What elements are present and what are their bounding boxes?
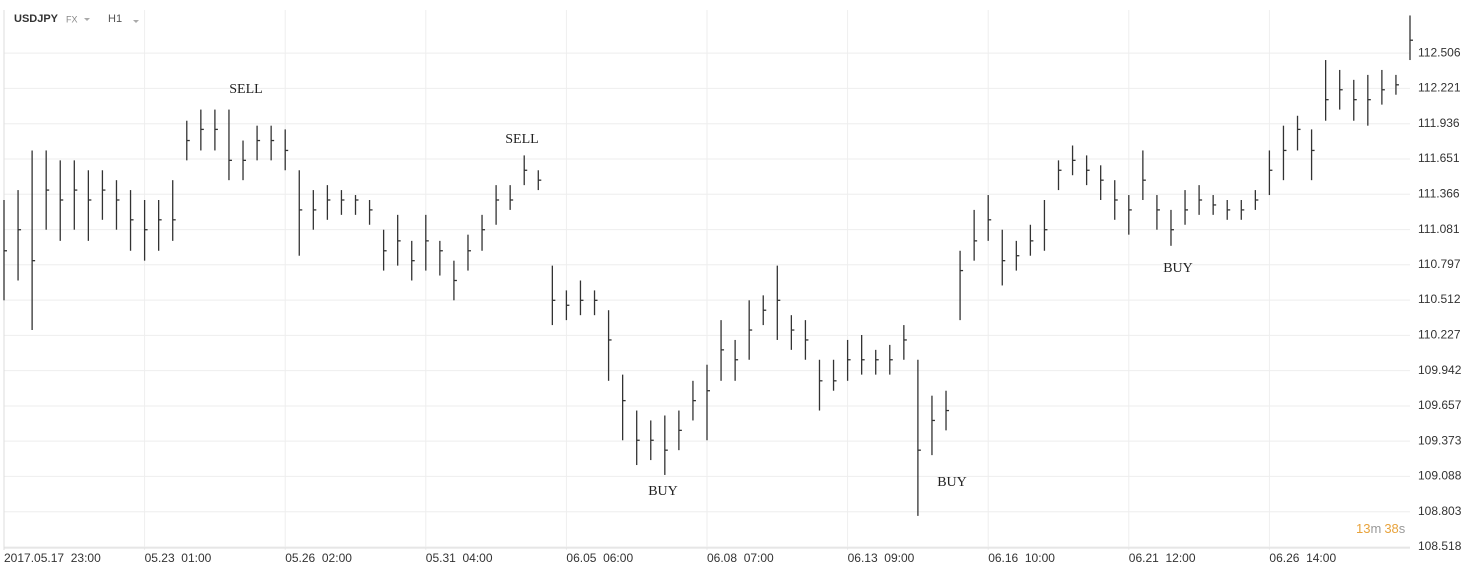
dropdown-arrow[interactable] — [133, 20, 139, 23]
annotation: SELL — [505, 132, 538, 147]
timeframe[interactable]: H1 — [108, 13, 122, 25]
x-tick-label: 06.08 07:00 — [707, 551, 774, 565]
y-tick-label: 110.227 — [1418, 328, 1461, 342]
y-tick-label: 110.512 — [1418, 292, 1461, 306]
timer: 13m 38s — [1356, 521, 1406, 536]
y-tick-label: 111.081 — [1418, 222, 1460, 236]
annotation: BUY — [937, 475, 967, 490]
timer-seconds: 38 — [1384, 521, 1398, 536]
y-tick-label: 109.088 — [1418, 469, 1462, 483]
y-tick-label: 112.506 — [1418, 45, 1461, 59]
annotation: SELL — [229, 82, 262, 97]
x-tick-label: 06.13 09:00 — [848, 551, 915, 565]
annotation: BUY — [1163, 261, 1193, 276]
annotation: BUY — [648, 484, 678, 499]
timer-unit: s — [1399, 521, 1406, 536]
y-tick-label: 109.657 — [1418, 398, 1462, 412]
y-tick-label: 108.518 — [1418, 539, 1462, 553]
x-tick-label: 06.21 12:00 — [1129, 551, 1196, 565]
y-tick-label: 108.803 — [1418, 504, 1462, 518]
y-tick-label: 109.942 — [1418, 363, 1462, 377]
timer-minutes: 13 — [1356, 521, 1370, 536]
y-tick-label: 112.221 — [1418, 81, 1461, 95]
y-tick-label: 111.366 — [1418, 186, 1460, 200]
x-tick-label: 06.16 10:00 — [988, 551, 1055, 565]
plot: 108.518 108.803 109.088 109.373 109.657 109.9… — [3, 10, 1462, 565]
x-tick-label: 05.26 02:00 — [285, 551, 352, 565]
x-tick-label: 05.23 01:00 — [145, 551, 212, 565]
y-tick-label: 111.651 — [1418, 151, 1460, 165]
y-tick-label: 110.797 — [1418, 257, 1461, 271]
market[interactable]: FX — [66, 14, 78, 24]
x-tick-label: 2017.05.17 23:00 — [4, 551, 101, 565]
x-tick-label: 05.31 04:00 — [426, 551, 493, 565]
dropdown-arrow[interactable] — [84, 18, 90, 21]
symbol[interactable]: USDJPY — [14, 13, 59, 25]
x-tick-label: 06.05 06:00 — [566, 551, 633, 565]
y-tick-label: 111.936 — [1418, 116, 1460, 130]
y-tick-label: 109.373 — [1418, 433, 1462, 447]
timer-unit: m — [1370, 521, 1381, 536]
x-tick-label: 06.26 14:00 — [1269, 551, 1336, 565]
